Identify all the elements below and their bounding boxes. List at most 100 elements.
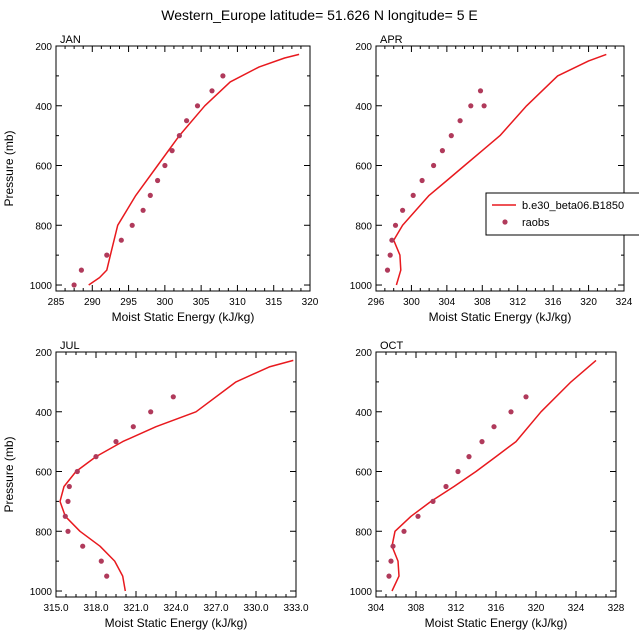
raobs-point	[176, 133, 182, 139]
legend-model-label: b.e30_beta06.B1850	[522, 200, 624, 212]
raobs-point	[390, 543, 396, 549]
x-tick-label: 320	[580, 297, 597, 308]
raobs-point	[113, 439, 119, 445]
raobs-point	[443, 483, 449, 490]
raobs-point	[388, 558, 394, 564]
raobs-point	[468, 103, 474, 109]
raobs-point	[455, 468, 461, 475]
y-axis-label: Pressure (mb)	[2, 436, 16, 512]
x-tick-label: 304	[439, 297, 456, 308]
raobs-point	[508, 409, 514, 415]
raobs-point	[220, 73, 226, 79]
raobs-point	[62, 513, 68, 519]
plot-frame	[375, 45, 625, 292]
y-tick-label: 800	[35, 221, 52, 232]
panel-title: APR	[380, 34, 403, 46]
legend-obs-marker	[502, 219, 508, 225]
raobs-point	[523, 394, 529, 400]
raobs-point	[431, 162, 437, 169]
y-tick-label: 400	[355, 408, 372, 419]
x-tick-label: 316	[488, 603, 505, 614]
raobs-point	[118, 237, 124, 243]
x-tick-label: 315	[265, 297, 282, 308]
x-tick-label: 328	[608, 603, 625, 614]
series-model-line	[392, 53, 607, 286]
raobs-point	[130, 424, 136, 430]
x-tick-label: 312	[448, 603, 465, 614]
raobs-point	[384, 267, 391, 273]
panel-title: OCT	[380, 340, 404, 352]
raobs-point	[491, 424, 497, 430]
raobs-point	[155, 177, 161, 184]
raobs-point	[419, 177, 425, 184]
y-tick-label: 200	[35, 42, 52, 53]
panels: JAN 285 290 295 300 305 310 315 320 200 400 600 800 1…	[2, 34, 633, 630]
raobs-point	[80, 543, 86, 549]
raobs-point	[78, 267, 84, 273]
y-tick-label: 800	[35, 527, 52, 538]
raobs-point	[479, 439, 485, 445]
x-tick-label: 304	[368, 603, 385, 614]
raobs-point	[104, 252, 110, 258]
x-axis-label: Moist Static Energy (kJ/kg)	[429, 310, 572, 324]
raobs-point	[439, 148, 445, 154]
x-tick-label: 300	[403, 297, 420, 308]
x-tick-label: 324.0	[163, 603, 188, 614]
x-tick-label: 316	[545, 297, 562, 308]
raobs-point	[415, 513, 421, 519]
raobs-point	[93, 454, 99, 460]
x-axis-label: Moist Static Energy (kJ/kg)	[105, 616, 248, 630]
raobs-point	[169, 148, 175, 154]
raobs-point	[194, 103, 201, 109]
y-tick-label: 600	[355, 468, 372, 479]
x-tick-label: 308	[474, 297, 491, 308]
x-tick-label: 333.0	[283, 603, 308, 614]
plot-frame	[375, 351, 617, 598]
raobs-point	[387, 252, 393, 258]
panel-title: JAN	[60, 34, 81, 46]
raobs-point	[162, 162, 168, 169]
raobs-point	[98, 558, 104, 564]
x-tick-label: 320	[528, 603, 545, 614]
x-tick-label: 308	[408, 603, 425, 614]
series-model-line	[59, 359, 294, 592]
y-tick-label: 1000	[350, 587, 373, 598]
raobs-point	[448, 133, 454, 139]
series-model-line	[88, 53, 300, 286]
raobs-point	[129, 222, 135, 228]
legend-obs-label: raobs	[522, 217, 550, 229]
x-axis-label: Moist Static Energy (kJ/kg)	[425, 616, 568, 630]
series-model-line	[391, 359, 597, 592]
x-tick-label: 300	[157, 297, 174, 308]
plot-frame	[55, 45, 311, 292]
x-tick-label: 296	[368, 297, 385, 308]
y-tick-label: 600	[355, 162, 372, 173]
y-tick-label: 200	[35, 348, 52, 359]
raobs-point	[170, 394, 176, 400]
y-axis-label: Pressure (mb)	[2, 130, 16, 206]
raobs-point	[466, 454, 472, 460]
raobs-point	[392, 222, 399, 228]
raobs-point	[148, 409, 154, 415]
raobs-point	[66, 483, 72, 490]
panel-apr: APR 296 300 304 308 312 316 320 324 200 400 600 800 1…	[350, 34, 633, 324]
figure-title: Western_Europe latitude= 51.626 N longit…	[161, 7, 478, 23]
x-tick-label: 290	[84, 297, 101, 308]
raobs-point	[477, 88, 484, 94]
raobs-point	[74, 468, 80, 475]
raobs-point	[147, 192, 153, 198]
x-axis-label: Moist Static Energy (kJ/kg)	[112, 310, 255, 324]
x-tick-label: 320	[302, 297, 319, 308]
raobs-point	[71, 282, 77, 288]
raobs-point	[104, 573, 110, 579]
raobs-point	[65, 528, 71, 534]
raobs-point	[386, 573, 392, 579]
y-tick-label: 1000	[30, 587, 53, 598]
x-tick-label: 321.0	[123, 603, 148, 614]
x-tick-label: 315.0	[43, 603, 68, 614]
raobs-point	[400, 207, 406, 213]
plot-frame	[55, 351, 297, 598]
raobs-point	[430, 498, 436, 504]
y-tick-label: 400	[35, 408, 52, 419]
